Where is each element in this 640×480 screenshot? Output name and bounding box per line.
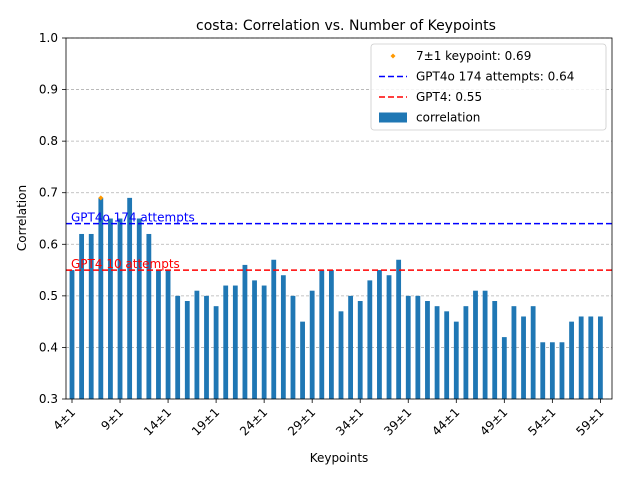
y-tick-label: 0.9 xyxy=(39,83,58,97)
legend-label: correlation xyxy=(416,111,480,125)
bar xyxy=(540,342,546,399)
reference-annotation: GPT4o 174 attempts xyxy=(71,211,195,225)
bar xyxy=(377,270,382,399)
bar xyxy=(290,295,296,399)
y-tick-label: 0.8 xyxy=(39,134,58,148)
legend-label: 7±1 keypoint: 0.69 xyxy=(416,49,531,63)
plot-frame xyxy=(65,37,613,400)
bar xyxy=(165,270,171,399)
bar xyxy=(204,295,209,399)
bar xyxy=(453,321,459,399)
bar xyxy=(597,316,603,399)
legend-box xyxy=(370,43,607,131)
bar xyxy=(549,342,555,399)
bar xyxy=(530,306,536,399)
bar xyxy=(136,218,142,399)
bar xyxy=(127,197,133,399)
y-tick-label: 1.0 xyxy=(39,31,58,45)
highlight-point xyxy=(98,195,104,201)
bar xyxy=(328,270,334,399)
reference-annotation: GPT4 10 attempts xyxy=(71,257,180,271)
bar xyxy=(444,311,450,399)
bar xyxy=(98,197,104,399)
bar xyxy=(184,301,190,399)
y-tick-label: 0.5 xyxy=(39,289,58,303)
bar xyxy=(319,270,325,399)
bar xyxy=(117,218,123,399)
bar xyxy=(521,316,526,399)
bar xyxy=(405,295,411,399)
bar xyxy=(175,295,181,399)
bar xyxy=(338,311,344,399)
bar xyxy=(79,233,85,399)
y-tick-label: 0.3 xyxy=(39,392,58,406)
bar xyxy=(108,218,113,399)
bar xyxy=(242,264,248,399)
legend-marker-point xyxy=(390,53,396,59)
bar xyxy=(559,342,565,399)
bar xyxy=(501,337,507,399)
bar xyxy=(88,233,94,399)
y-tick-label: 0.6 xyxy=(39,237,58,251)
bar xyxy=(232,285,238,399)
bar xyxy=(213,306,219,399)
bars xyxy=(69,197,603,399)
bar xyxy=(415,295,421,399)
bar xyxy=(463,306,469,399)
bar xyxy=(146,233,152,399)
bar xyxy=(386,275,392,399)
legend-label: GPT4: 0.55 xyxy=(416,90,482,104)
bar xyxy=(367,280,373,399)
bar xyxy=(357,301,363,399)
y-tick-label: 0.4 xyxy=(39,340,58,354)
bar xyxy=(348,295,354,399)
bar xyxy=(271,259,277,399)
legend: 7±1 keypoint: 0.69 GPT4o 174 attempts: 0.… xyxy=(370,43,607,131)
bar xyxy=(434,306,440,399)
y-tick-label: 0.7 xyxy=(39,186,58,200)
bar xyxy=(473,290,478,399)
bar xyxy=(300,321,305,399)
bar xyxy=(492,301,498,399)
bar xyxy=(252,280,257,399)
bar xyxy=(511,306,517,399)
y-axis-title: Correlation xyxy=(15,185,29,251)
bar xyxy=(69,270,75,399)
bar xyxy=(588,316,594,399)
bar xyxy=(194,290,200,399)
bar xyxy=(280,275,286,399)
reference-lines: GPT4o 174 attempts GPT4 10 attempts xyxy=(66,195,612,271)
bar xyxy=(309,290,315,399)
legend-label: GPT4o 174 attempts: 0.64 xyxy=(416,70,574,84)
bar xyxy=(261,285,267,399)
bar xyxy=(569,321,574,399)
bar xyxy=(578,316,584,399)
chart-title: costa: Correlation vs. Number of Keypoin… xyxy=(196,18,496,34)
bar xyxy=(482,290,488,399)
x-axis-title: Keypoints xyxy=(310,451,369,465)
legend-marker-bar xyxy=(379,112,407,123)
bar xyxy=(223,285,229,399)
bar xyxy=(396,259,402,399)
bar xyxy=(425,301,430,399)
bar xyxy=(156,270,161,399)
